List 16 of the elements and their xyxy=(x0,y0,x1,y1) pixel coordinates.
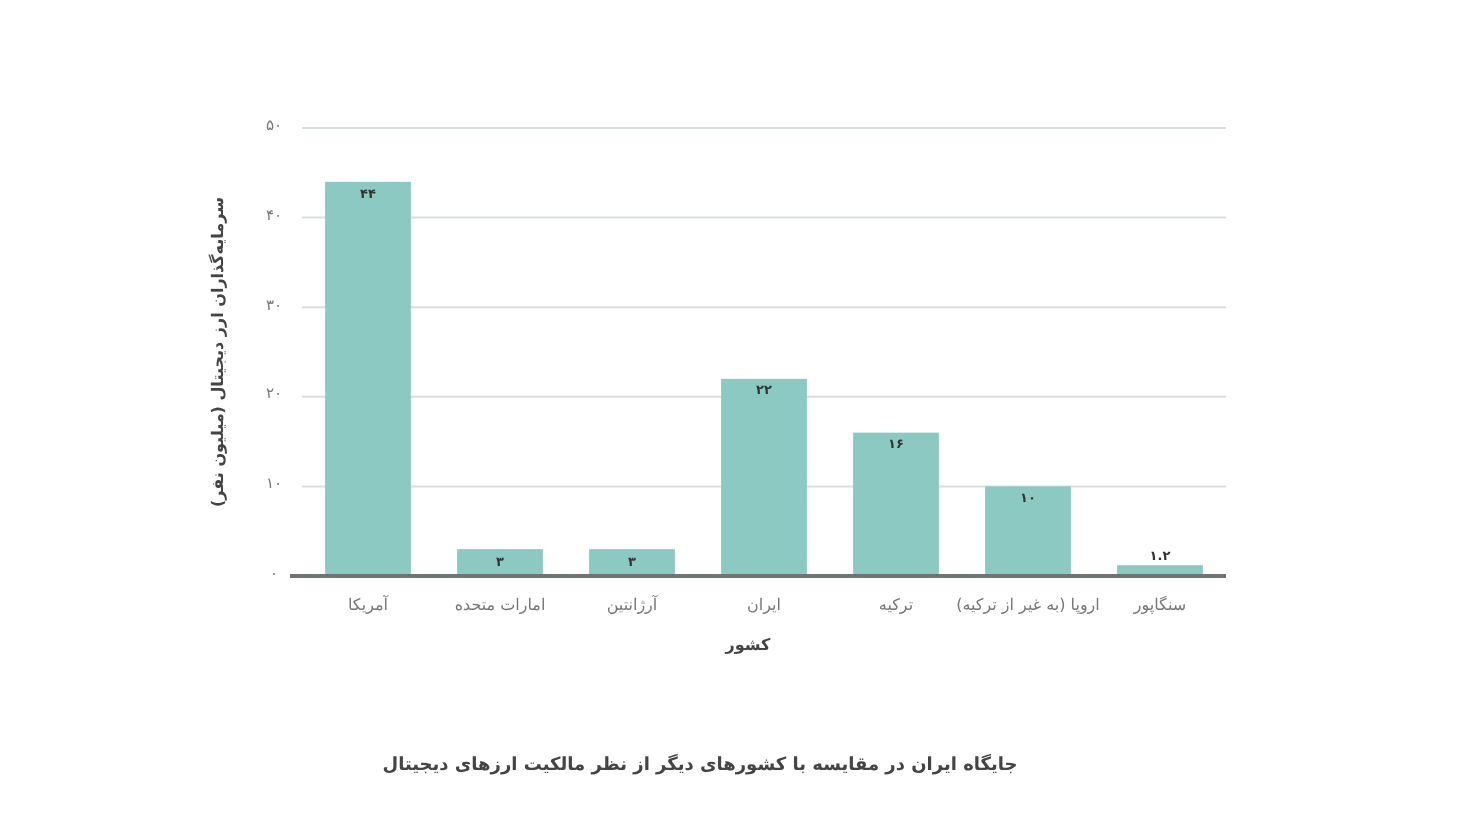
x-tick-label: سنگاپور xyxy=(1133,596,1187,614)
bar xyxy=(457,549,543,576)
x-tick-label: امارات متحده xyxy=(452,594,548,618)
bar xyxy=(589,549,675,576)
x-tick-label: آمریکا xyxy=(345,593,391,618)
x-axis-title: کشور xyxy=(725,636,771,654)
bar xyxy=(985,486,1071,576)
x-tick-label: آرژانتین xyxy=(604,593,660,618)
y-axis-title: سرمایه‌گذاران ارز دیجیتال (میلیون نفر) xyxy=(209,197,227,507)
x-tick-label: اروپا (به غیر از ترکیه) xyxy=(956,594,1100,618)
x-tick-label: ایران xyxy=(745,594,783,618)
bar xyxy=(721,378,807,576)
text: جایگاه ایران در مقایسه با کشورهای دیگر از نظر مالکیت ارزهای دیجیتال xyxy=(382,756,1018,776)
bar xyxy=(853,432,939,576)
bar xyxy=(325,181,411,576)
x-tick-label: ترکیه xyxy=(878,596,914,614)
